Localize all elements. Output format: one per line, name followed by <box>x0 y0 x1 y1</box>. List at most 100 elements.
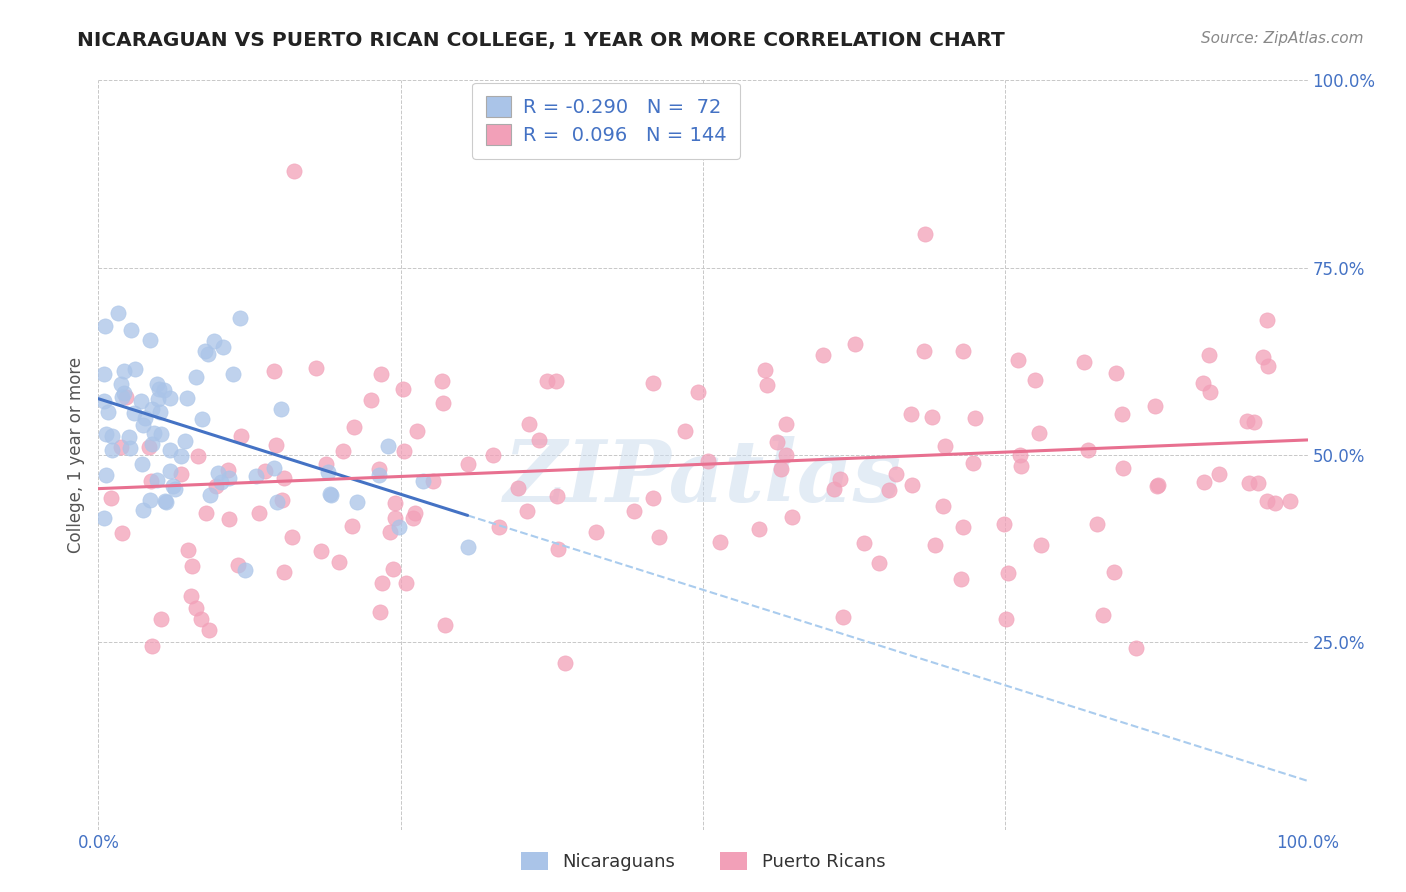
Point <box>93 511 115 525</box>
Point <box>94 318 117 333</box>
Point <box>404 506 426 520</box>
Point <box>138 440 160 454</box>
Point <box>305 361 328 376</box>
Point <box>1198 348 1220 362</box>
Point <box>218 511 240 525</box>
Point <box>844 336 866 351</box>
Point <box>828 472 851 486</box>
Point <box>623 504 645 518</box>
Point <box>97 404 120 418</box>
Point <box>1243 416 1265 430</box>
Point <box>159 391 181 405</box>
Point <box>332 444 354 458</box>
Point <box>155 495 177 509</box>
Point <box>392 382 415 396</box>
Point <box>1257 359 1279 373</box>
Point <box>962 456 984 470</box>
Point <box>1247 475 1270 490</box>
Point <box>1010 459 1032 474</box>
Point <box>770 462 793 476</box>
Point <box>217 462 239 476</box>
Point <box>963 411 986 425</box>
Point <box>813 348 835 362</box>
Point <box>281 530 304 544</box>
Point <box>184 369 207 384</box>
Point <box>162 479 184 493</box>
Point <box>368 468 391 483</box>
Point <box>832 610 855 624</box>
Point <box>93 393 115 408</box>
Point <box>328 555 350 569</box>
Point <box>1073 355 1095 369</box>
Point <box>412 474 434 488</box>
Point <box>283 163 305 178</box>
Point <box>529 433 551 447</box>
Point <box>228 558 250 572</box>
Point <box>457 541 479 555</box>
Point <box>197 623 219 637</box>
Point <box>129 393 152 408</box>
Point <box>643 491 665 505</box>
Point <box>141 401 163 416</box>
Point <box>180 558 202 573</box>
Point <box>247 506 270 520</box>
Point <box>211 340 233 354</box>
Point <box>1264 496 1286 510</box>
Point <box>395 575 418 590</box>
Point <box>1146 478 1168 492</box>
Point <box>202 334 225 348</box>
Point <box>997 566 1019 580</box>
Point <box>780 509 803 524</box>
Point <box>253 464 276 478</box>
Point <box>315 457 337 471</box>
Point <box>1256 313 1278 327</box>
Point <box>132 417 155 432</box>
Point <box>207 466 229 480</box>
Point <box>853 536 876 550</box>
Point <box>150 426 173 441</box>
Y-axis label: College, 1 year or more: College, 1 year or more <box>67 357 86 553</box>
Point <box>585 524 607 539</box>
Point <box>696 454 718 468</box>
Point <box>141 436 163 450</box>
Point <box>709 534 731 549</box>
Point <box>263 364 285 378</box>
Point <box>368 605 391 619</box>
Point <box>340 519 363 533</box>
Point <box>517 417 540 431</box>
Point <box>187 449 209 463</box>
Point <box>134 410 156 425</box>
Point <box>949 572 972 586</box>
Point <box>346 494 368 508</box>
Point <box>932 499 955 513</box>
Point <box>886 467 908 481</box>
Point <box>94 468 117 483</box>
Point <box>139 493 162 508</box>
Point <box>145 376 167 391</box>
Point <box>360 392 382 407</box>
Point <box>536 374 558 388</box>
Point <box>901 477 924 491</box>
Point <box>554 656 576 670</box>
Point <box>371 575 394 590</box>
Point <box>1010 449 1032 463</box>
Point <box>1191 376 1213 390</box>
Legend: R = -0.290   N =  72, R =  0.096   N = 144: R = -0.290 N = 72, R = 0.096 N = 144 <box>472 82 740 159</box>
Point <box>1111 407 1133 421</box>
Point <box>229 311 252 326</box>
Point <box>868 556 890 570</box>
Point <box>194 506 217 520</box>
Point <box>648 529 671 543</box>
Point <box>110 376 132 391</box>
Point <box>159 443 181 458</box>
Point <box>394 444 416 458</box>
Legend: Nicaraguans, Puerto Ricans: Nicaraguans, Puerto Ricans <box>513 845 893 879</box>
Point <box>245 468 267 483</box>
Point <box>155 494 177 508</box>
Point <box>270 401 292 416</box>
Point <box>430 374 453 388</box>
Point <box>488 520 510 534</box>
Point <box>146 392 169 407</box>
Point <box>110 440 132 454</box>
Point <box>266 495 288 509</box>
